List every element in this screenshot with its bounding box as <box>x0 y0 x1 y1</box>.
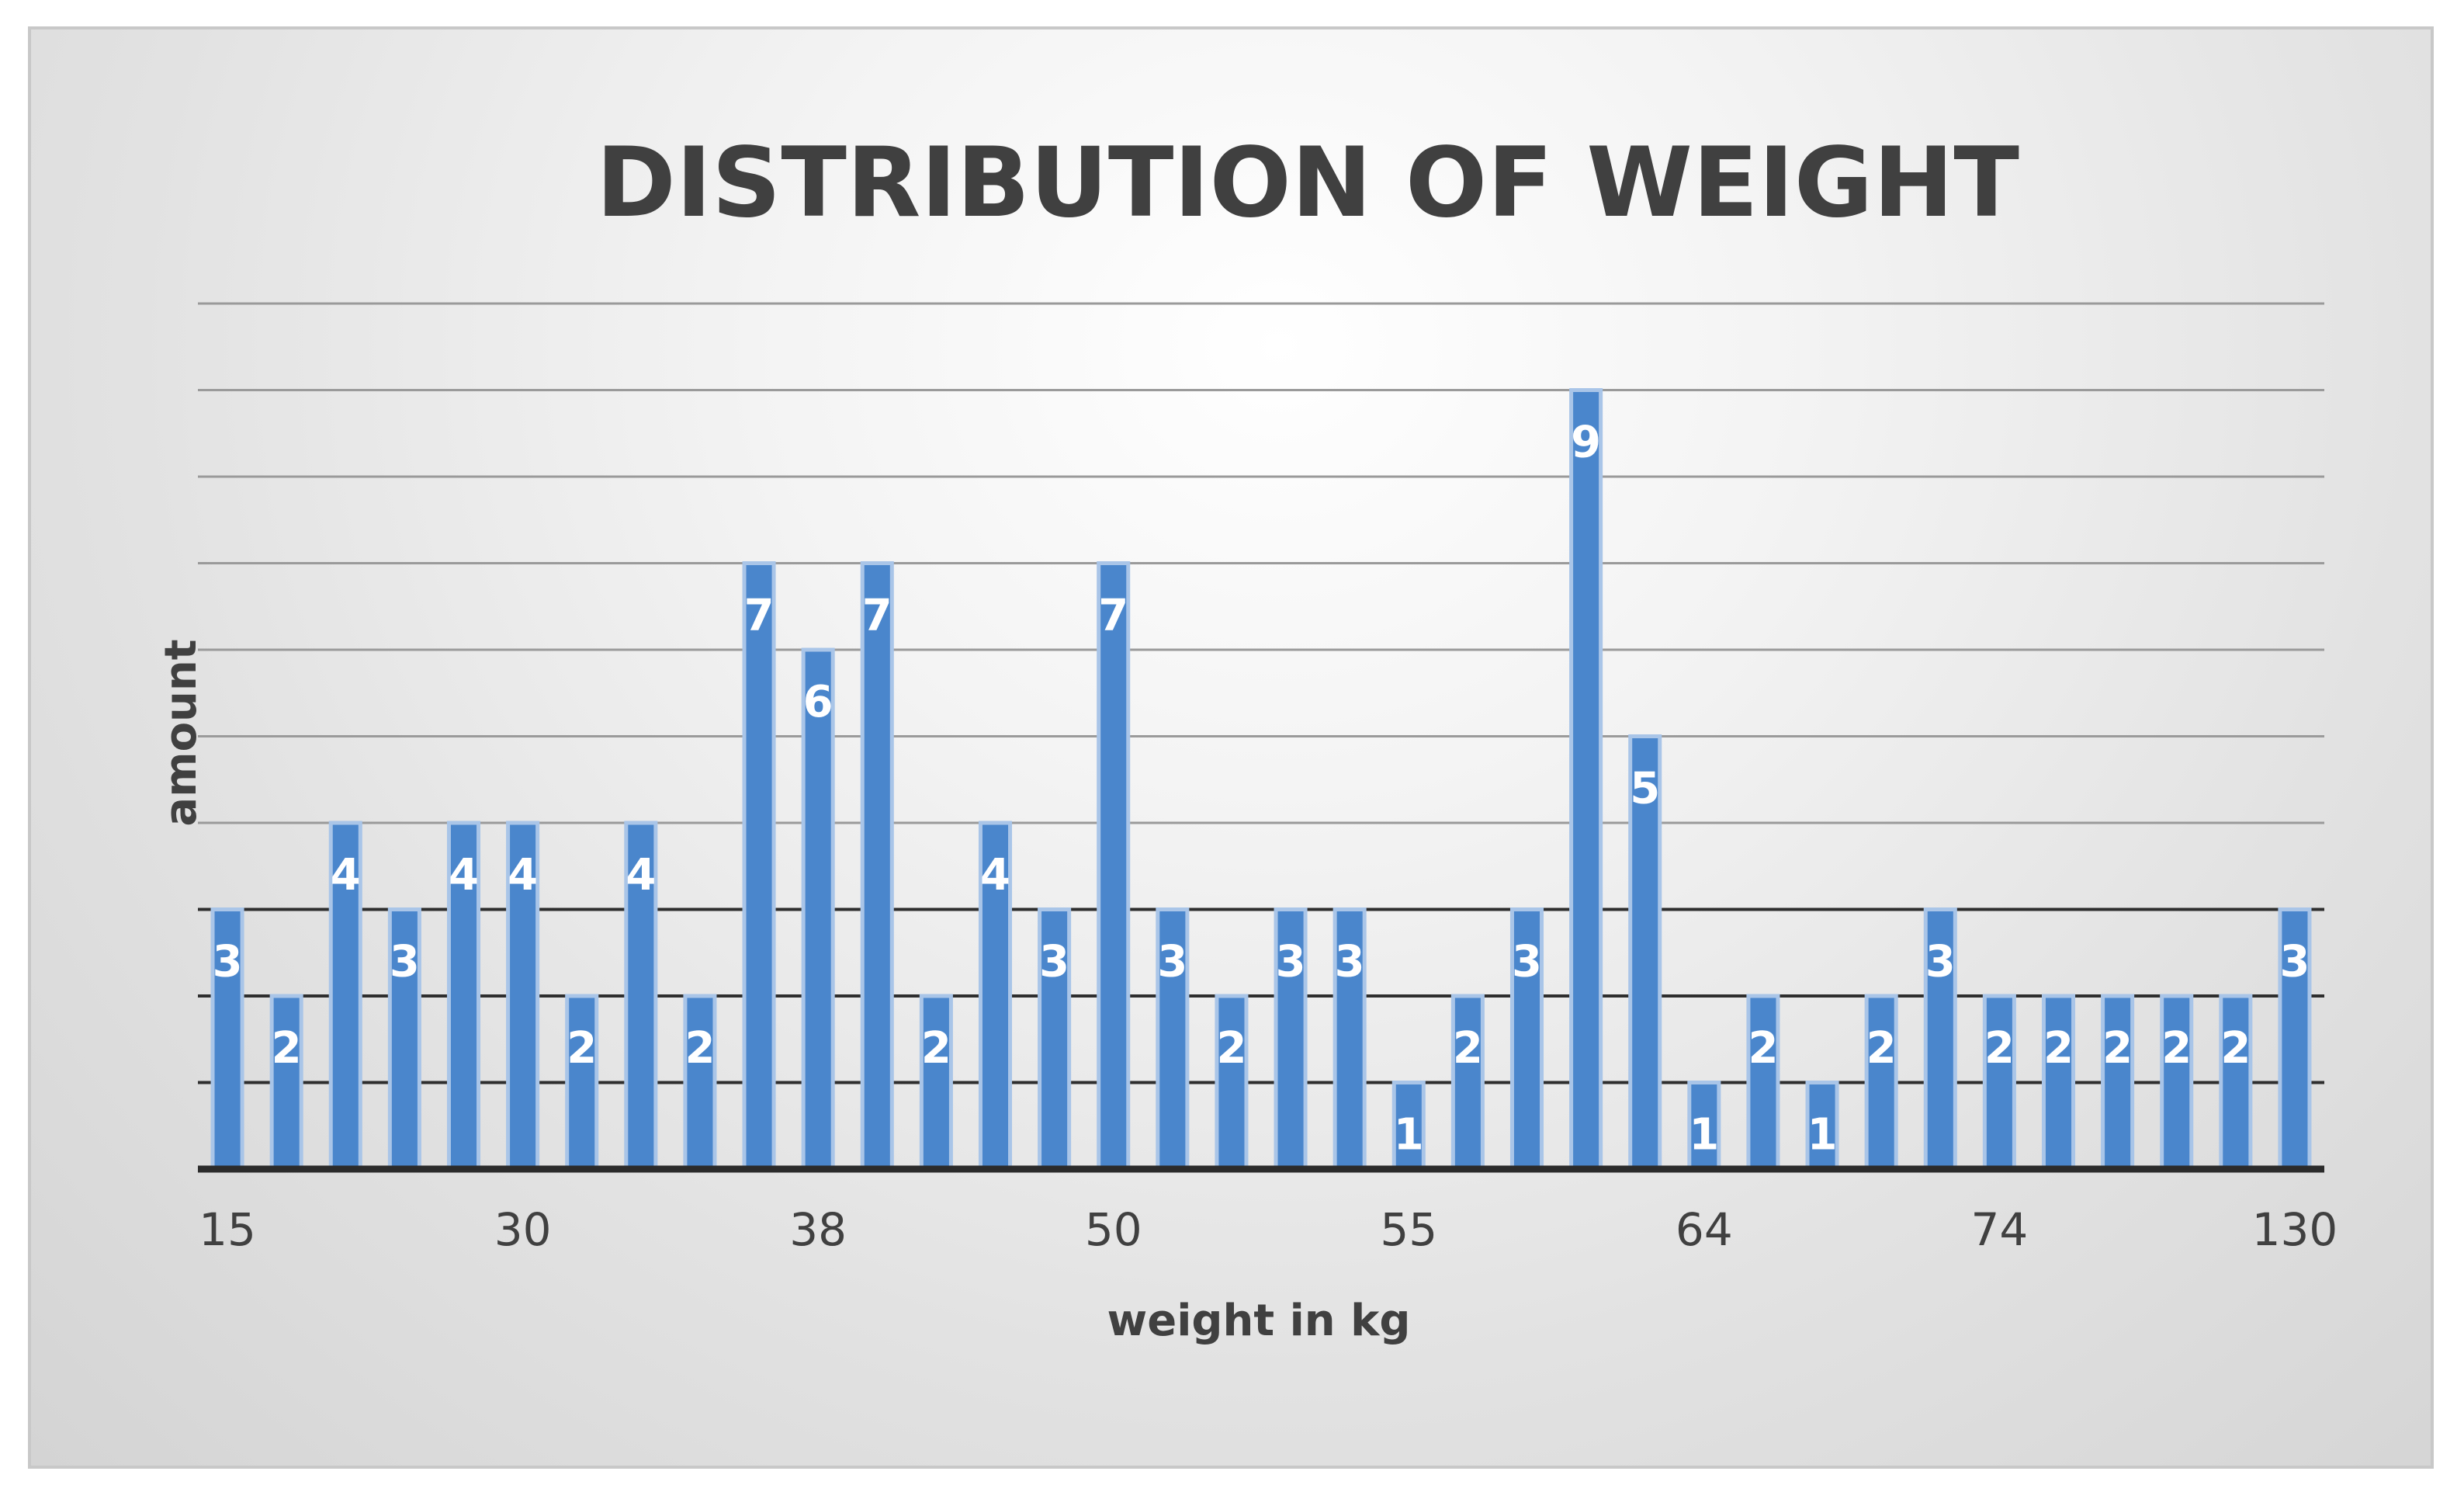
x-tick-label: 130 <box>2252 1203 2338 1256</box>
bar <box>1274 907 1308 1171</box>
x-tick-label: 38 <box>789 1203 847 1256</box>
bar <box>446 821 481 1171</box>
data-label: 2 <box>2102 1023 2133 1074</box>
data-label: 3 <box>2279 937 2310 987</box>
data-label: 3 <box>1512 937 1542 987</box>
data-label: 3 <box>390 937 420 987</box>
data-label: 2 <box>2043 1023 2074 1074</box>
bar <box>2219 994 2253 1171</box>
x-tick-label: 74 <box>1970 1203 2028 1256</box>
data-label: 1 <box>1394 1110 1424 1161</box>
bar <box>2278 907 2312 1171</box>
data-label: 4 <box>449 850 479 900</box>
bar <box>328 821 362 1171</box>
bar <box>1156 907 1190 1171</box>
bar <box>1687 1081 1721 1171</box>
data-label: 3 <box>1925 937 1956 987</box>
bar <box>801 647 835 1171</box>
data-label: 2 <box>272 1023 302 1074</box>
data-label: 9 <box>1571 418 1601 468</box>
data-label: 3 <box>1276 937 1306 987</box>
x-tick-label: 15 <box>199 1203 256 1256</box>
bar <box>1746 994 1780 1171</box>
x-tick-labels: 15 30 38 50 55 64 74 130 <box>199 1203 2338 1256</box>
data-label: 2 <box>2220 1023 2251 1074</box>
x-tick-label: 50 <box>1085 1203 1142 1256</box>
data-label: 4 <box>980 850 1010 900</box>
bar <box>860 561 894 1171</box>
data-label: 3 <box>1335 937 1365 987</box>
data-label: 3 <box>213 937 243 987</box>
data-label: 4 <box>626 850 656 900</box>
bar <box>1982 994 2016 1171</box>
data-label: 1 <box>1807 1110 1838 1161</box>
data-label: 3 <box>1039 937 1069 987</box>
data-label: 6 <box>803 677 833 727</box>
data-label: 4 <box>331 850 361 900</box>
data-label: 2 <box>2161 1023 2192 1074</box>
data-label: 1 <box>1689 1110 1719 1161</box>
data-label: 7 <box>1098 591 1128 641</box>
bar <box>1097 561 1131 1171</box>
data-label: 2 <box>921 1023 951 1074</box>
bar <box>506 821 540 1171</box>
bar <box>210 907 244 1171</box>
data-label: 2 <box>1866 1023 1897 1074</box>
data-label: 2 <box>1984 1023 2015 1074</box>
bar <box>978 821 1013 1171</box>
gridlines <box>198 302 2324 1084</box>
bar <box>1569 388 1603 1171</box>
y-axis-title: amount <box>156 639 206 826</box>
bar <box>919 994 953 1171</box>
x-tick-label: 64 <box>1676 1203 1733 1256</box>
bar <box>1864 994 1898 1171</box>
data-label: 3 <box>1157 937 1187 987</box>
data-label: 2 <box>1748 1023 1778 1074</box>
data-label: 2 <box>684 1023 715 1074</box>
bar <box>1628 734 1662 1171</box>
bar <box>2101 994 2135 1171</box>
data-label: 2 <box>1216 1023 1246 1074</box>
data-label: 2 <box>1453 1023 1483 1074</box>
bar <box>2160 994 2194 1171</box>
data-label: 2 <box>567 1023 597 1074</box>
bar <box>1215 994 1249 1171</box>
data-label: 7 <box>862 591 892 641</box>
bar <box>565 994 599 1171</box>
bar <box>624 821 658 1171</box>
bar <box>1450 994 1485 1171</box>
bar <box>742 561 776 1171</box>
x-tick-label: 30 <box>494 1203 552 1256</box>
bar <box>683 994 717 1171</box>
data-label: 5 <box>1630 764 1660 814</box>
bar <box>2041 994 2076 1171</box>
bar <box>269 994 303 1171</box>
x-tick-label: 55 <box>1380 1203 1437 1256</box>
data-label: 7 <box>744 591 775 641</box>
chart-title: DISTRIBUTION OF WEIGHT <box>596 127 2019 239</box>
data-label: 4 <box>508 850 538 900</box>
x-axis-title: weight in kg <box>1107 1296 1410 1346</box>
